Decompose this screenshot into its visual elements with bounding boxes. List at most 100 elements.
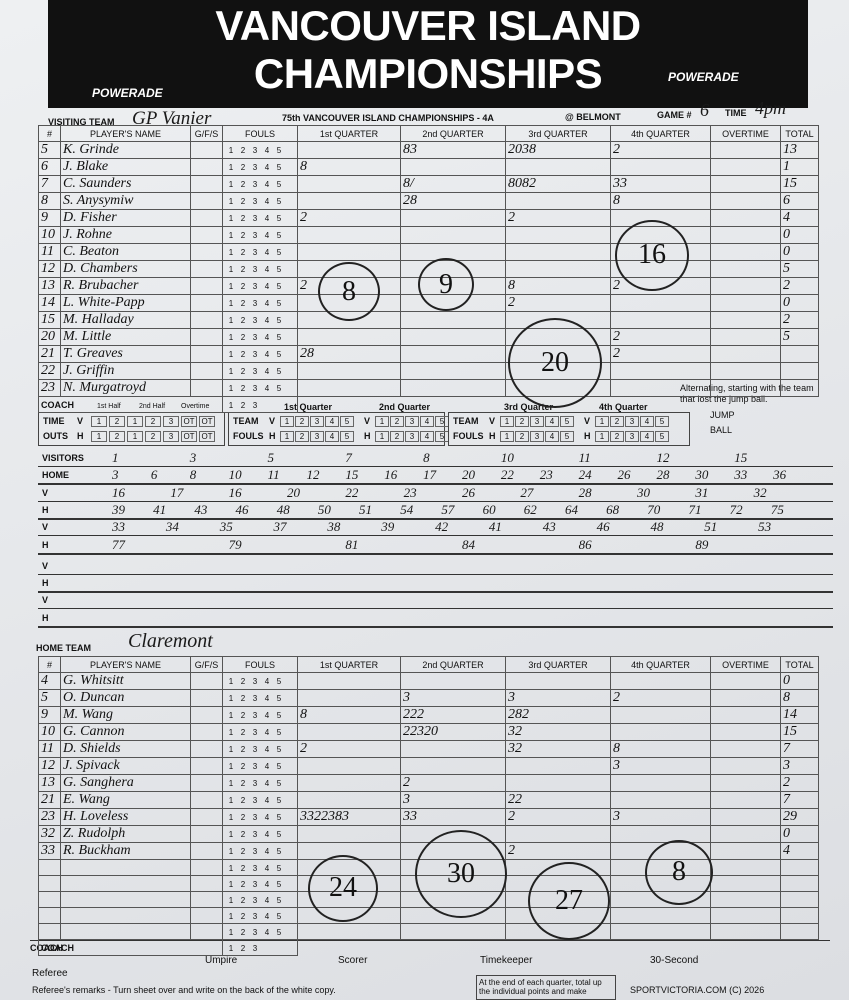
cell: R. Brubacher: [60, 277, 191, 295]
foul-number: 1: [228, 762, 234, 771]
player-total: 0: [783, 244, 790, 260]
cell: 0: [780, 825, 819, 843]
cell: [400, 923, 506, 940]
cell: [297, 192, 401, 210]
subtitle: 75th VANCOUVER ISLAND CHAMPIONSHIPS - 4A: [282, 113, 494, 123]
player-name: Z. Rudolph: [63, 826, 126, 842]
player-total: 3: [783, 758, 790, 774]
foul-number: 3: [252, 927, 258, 937]
player-number: 23: [41, 809, 55, 825]
quarter-points: 2: [613, 329, 620, 345]
timeout-slot: 2: [145, 431, 161, 442]
ot-cell: [710, 243, 781, 261]
foul-number: 2: [240, 400, 246, 410]
cell: [400, 226, 506, 244]
player-name: K. Grinde: [63, 142, 119, 158]
running-score: 48: [276, 501, 290, 517]
foul-number: 4: [264, 813, 270, 822]
foul-number: 5: [276, 863, 282, 873]
cell: [400, 362, 506, 380]
cell: [505, 243, 611, 261]
player-name: M. Halladay: [63, 312, 134, 328]
gfs-cell: [190, 907, 223, 924]
foul-number: 5: [276, 847, 282, 856]
foul-number: 5: [276, 879, 282, 889]
foul-number: 5: [276, 299, 282, 308]
score-rule: [38, 625, 833, 628]
foul-number: 1: [228, 796, 234, 805]
cell: 33: [38, 842, 61, 860]
foul-number: 3: [625, 416, 639, 427]
foul-number: 2: [240, 180, 246, 189]
player-row: 10 G. Cannon 1 2 3 4 5 22320 32 15: [38, 723, 819, 741]
foul-team: V: [584, 416, 591, 426]
cell: 20: [38, 328, 61, 346]
foul-number: 5: [276, 231, 282, 240]
cell: [610, 362, 711, 380]
cell: 3: [610, 808, 711, 826]
timeout-slot: 1: [127, 416, 143, 427]
cell: [297, 379, 401, 397]
player-number: 10: [41, 724, 55, 740]
quarter-points: 8: [508, 278, 515, 294]
foul-number: 5: [276, 333, 282, 342]
foul-number: 4: [264, 796, 270, 805]
jump-label-bottom: BALL: [710, 425, 733, 435]
foul-number: 1: [375, 416, 389, 427]
cell: D. Fisher: [60, 209, 191, 227]
foul-number: 1: [228, 879, 234, 889]
running-score: 84: [462, 536, 475, 552]
gfs-cell: [190, 774, 223, 792]
foul-number: 3: [625, 431, 639, 442]
visiting-team: GP Vanier: [132, 108, 212, 129]
player-number: 11: [41, 244, 54, 260]
player-number: 23: [41, 380, 55, 396]
player-name: G. Whitsitt: [63, 673, 124, 689]
running-score: 6: [150, 467, 158, 483]
foul-number: 4: [264, 895, 270, 905]
running-score: 15: [345, 467, 359, 483]
timeout-slot: 2: [109, 431, 125, 442]
column-header: 3rd QUARTER: [505, 656, 611, 673]
foul-number: 5: [276, 265, 282, 274]
score-row-label: HOME: [42, 470, 69, 481]
column-header: 2nd QUARTER: [400, 125, 506, 142]
foul-number: 5: [276, 384, 282, 393]
running-score: 79: [228, 536, 242, 552]
cell: D. Shields: [60, 740, 191, 758]
quarter-points: 2: [508, 809, 515, 825]
cell: 28: [297, 345, 401, 363]
cell: 8: [780, 689, 819, 707]
running-score: 35: [219, 519, 233, 535]
ot-cell: [710, 825, 781, 843]
foul-number: 2: [295, 416, 309, 427]
cell: 2: [400, 774, 506, 792]
cell: 7: [38, 175, 61, 193]
foul-number: 3: [252, 282, 258, 291]
foul-number: 1: [228, 163, 234, 172]
score-rule: [38, 552, 833, 555]
player-number: 21: [41, 792, 55, 808]
player-number: 11: [41, 741, 54, 757]
cell: 10: [38, 226, 61, 244]
player-row: 11 D. Shields 1 2 3 4 5 2 32 8 7: [38, 740, 819, 758]
ot-cell: [710, 740, 781, 758]
foul-number: 5: [276, 895, 282, 905]
coach-row: COACH 1 2 3: [38, 939, 819, 956]
timeout-slot: 3: [163, 431, 179, 442]
cell: [505, 192, 611, 210]
cell: 6: [38, 158, 61, 176]
column-header: 1st QUARTER: [297, 125, 401, 142]
umpire-label: Umpire: [205, 955, 238, 966]
quarter-points: 8: [613, 193, 620, 209]
ot-cell: [710, 859, 781, 876]
quarter-points: 8/: [403, 176, 414, 192]
